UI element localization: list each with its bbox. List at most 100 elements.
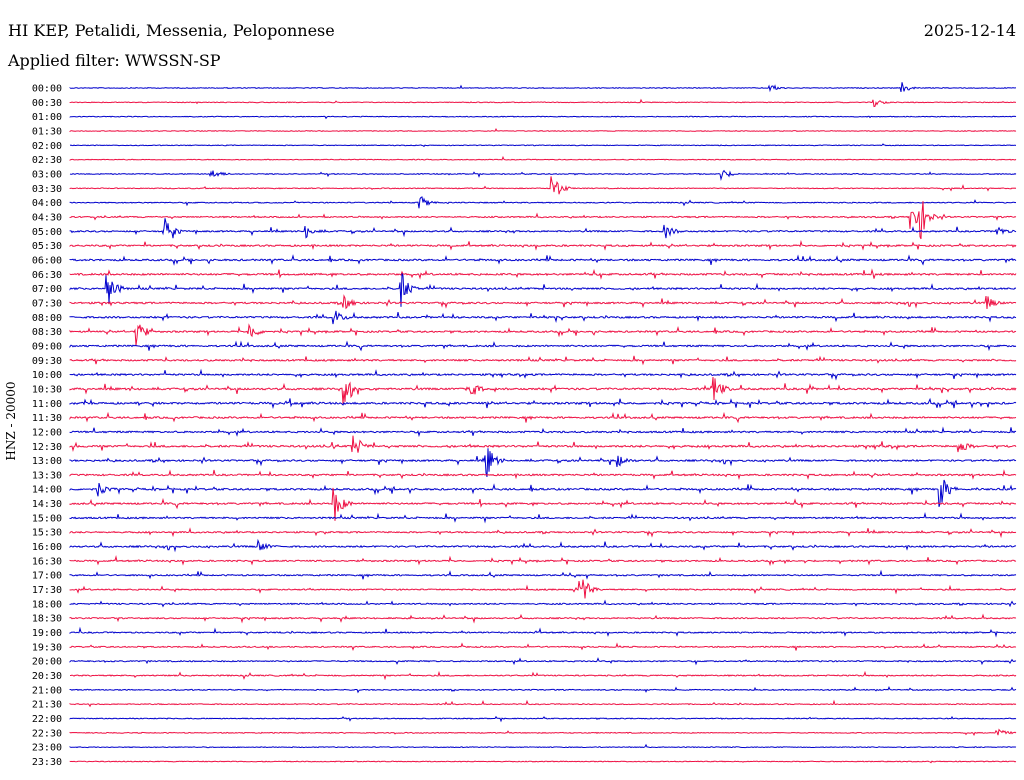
seismic-trace (69, 254, 1017, 266)
row-time-label: 13:00 (32, 456, 62, 467)
station-title: HI KEP, Petalidi, Messenia, Peloponnese (8, 21, 335, 40)
seismic-trace (69, 155, 1017, 161)
seismic-trace (69, 626, 1017, 638)
row-time-label: 15:00 (32, 513, 62, 524)
row-time-label: 11:30 (32, 413, 62, 424)
row-time-label: 02:00 (32, 141, 62, 152)
seismic-trace (69, 569, 1017, 580)
seismic-trace (69, 143, 1017, 148)
row-time-label: 14:30 (32, 499, 62, 510)
seismic-trace (69, 376, 1017, 404)
seismic-trace (69, 169, 1017, 181)
row-time-label: 07:30 (32, 298, 62, 309)
seismic-trace (69, 239, 1017, 251)
seismic-trace (69, 435, 1017, 453)
seismic-trace (69, 613, 1017, 624)
row-time-label: 16:00 (32, 542, 62, 553)
seismic-trace (69, 487, 1017, 521)
row-time-label: 08:00 (32, 313, 62, 324)
seismic-trace (69, 218, 1017, 239)
row-time-label: 09:00 (32, 341, 62, 352)
seismic-trace (69, 715, 1017, 723)
row-time-label: 06:30 (32, 270, 62, 281)
row-time-label: 21:00 (32, 685, 62, 696)
row-time-label: 05:00 (32, 227, 62, 238)
seismic-trace (69, 699, 1017, 708)
seismic-trace (69, 411, 1017, 424)
row-time-label: 05:30 (32, 241, 62, 252)
row-time-label: 06:00 (32, 255, 62, 266)
row-time-label: 04:30 (32, 212, 62, 223)
row-time-label: 12:00 (32, 427, 62, 438)
row-time-label: 02:30 (32, 155, 62, 166)
row-time-label: 10:00 (32, 370, 62, 381)
row-time-label: 11:00 (32, 399, 62, 410)
seismic-trace (69, 728, 1017, 737)
seismic-trace (69, 743, 1017, 749)
row-time-label: 16:30 (32, 556, 62, 567)
row-time-label: 23:00 (32, 743, 62, 754)
row-time-label: 14:00 (32, 485, 62, 496)
seismic-trace (69, 479, 1017, 508)
seismic-trace (69, 538, 1017, 553)
seismic-trace (69, 340, 1017, 352)
row-time-label: 00:30 (32, 98, 62, 109)
row-time-label: 10:30 (32, 384, 62, 395)
row-time-label: 17:00 (32, 571, 62, 582)
seismic-trace (69, 511, 1017, 524)
row-time-label: 01:30 (32, 126, 62, 137)
seismic-trace (69, 294, 1017, 310)
row-time-label: 12:30 (32, 442, 62, 453)
seismic-trace (69, 599, 1017, 608)
row-time-label: 17:30 (32, 585, 62, 596)
seismic-trace (69, 268, 1017, 280)
row-time-label: 23:30 (32, 757, 62, 768)
seismic-trace (69, 469, 1017, 481)
seismic-trace (69, 82, 1016, 93)
row-time-label: 03:00 (32, 169, 62, 180)
row-time-label: 19:00 (32, 628, 62, 639)
seismic-trace (69, 527, 1017, 539)
row-time-label: 01:00 (32, 112, 62, 123)
seismic-trace (70, 670, 1017, 681)
row-time-label: 08:30 (32, 327, 62, 338)
seismic-trace (69, 115, 1017, 120)
filter-label: Applied filter: WWSSN-SP (8, 51, 221, 70)
row-time-label: 22:30 (32, 728, 62, 739)
row-time-label: 22:00 (32, 714, 62, 725)
seismic-trace (69, 397, 1017, 410)
seismic-trace (69, 555, 1017, 567)
row-time-label: 20:00 (32, 657, 62, 668)
seismic-trace (69, 426, 1017, 438)
seismic-trace (69, 196, 1017, 209)
seismic-trace (69, 355, 1017, 366)
seismic-trace (69, 579, 1016, 599)
seismic-trace (69, 323, 1017, 346)
seismic-trace (69, 310, 1017, 325)
row-time-label: 19:30 (32, 642, 62, 653)
seismic-trace (69, 686, 1017, 694)
seismic-trace (69, 642, 1017, 652)
seismic-trace (69, 448, 1017, 478)
row-time-label: 13:30 (32, 470, 62, 481)
date-label: 2025-12-14 (923, 21, 1016, 40)
row-time-label: 18:30 (32, 614, 62, 625)
seismic-trace (69, 176, 1017, 195)
seismic-trace (69, 128, 1017, 133)
row-time-label: 04:00 (32, 198, 62, 209)
seismic-trace (69, 657, 1017, 666)
row-time-label: 07:00 (32, 284, 62, 295)
row-time-label: 18:00 (32, 599, 62, 610)
seismic-trace (69, 201, 1017, 240)
seismic-trace (69, 98, 1017, 108)
row-time-label: 20:30 (32, 671, 62, 682)
row-time-label: 21:30 (32, 700, 62, 711)
seismic-trace (69, 368, 1017, 381)
seismic-trace (69, 760, 1017, 764)
row-time-label: 00:00 (32, 84, 62, 95)
row-time-label: 03:30 (32, 184, 62, 195)
row-time-label: 09:30 (32, 356, 62, 367)
seismic-trace (69, 273, 1017, 307)
row-time-label: 15:30 (32, 528, 62, 539)
